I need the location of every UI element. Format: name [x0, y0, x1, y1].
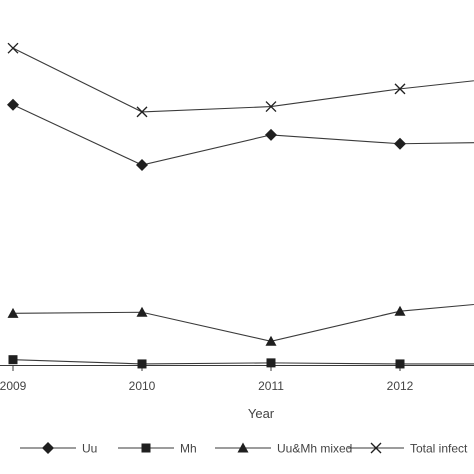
x-tick-label: 2011 — [258, 379, 284, 393]
series-uu-mh-mixed — [7, 303, 474, 346]
legend-label: Uu — [82, 442, 97, 456]
series-line — [12, 359, 474, 365]
series-layer — [7, 42, 474, 369]
data-point — [136, 106, 148, 118]
legend-marker — [237, 442, 249, 453]
data-point — [265, 335, 277, 346]
data-point — [395, 359, 405, 369]
data-point — [394, 137, 406, 150]
legend-label: Mh — [180, 442, 197, 456]
x-tick-label: 2009 — [0, 379, 27, 393]
data-point — [265, 101, 277, 113]
data-point — [394, 83, 406, 95]
x-tick-label: 2012 — [387, 379, 414, 393]
x-tick-label: 2010 — [129, 379, 156, 393]
legend: Uu Mh Uu&Mh mixed Total infect — [20, 442, 468, 456]
data-point — [7, 307, 19, 318]
series-uu — [7, 98, 474, 171]
legend-marker — [141, 443, 151, 453]
series-mh — [8, 355, 474, 369]
legend-item: Uu&Mh mixed — [215, 442, 352, 456]
legend-item: Total infect — [348, 442, 468, 456]
data-point — [8, 355, 18, 365]
x-axis-title: Year — [248, 406, 275, 421]
data-point — [136, 158, 148, 171]
data-point — [266, 358, 276, 368]
data-point — [137, 359, 147, 369]
legend-item: Mh — [118, 442, 197, 456]
legend-marker — [42, 442, 54, 454]
data-point — [394, 305, 406, 316]
data-point — [7, 98, 19, 111]
data-point — [7, 42, 19, 54]
x-axis-ticks: 20092010201120122013 — [0, 365, 414, 393]
legend-item: Uu — [20, 442, 97, 456]
series-line — [12, 47, 474, 113]
legend-label: Total infect — [410, 442, 468, 456]
legend-label: Uu&Mh mixed — [277, 442, 352, 456]
series-line — [12, 303, 474, 342]
legend-marker — [370, 442, 382, 454]
series-line — [12, 104, 474, 166]
series-total-infect — [7, 42, 474, 118]
data-point — [265, 128, 277, 141]
data-point — [136, 306, 148, 317]
